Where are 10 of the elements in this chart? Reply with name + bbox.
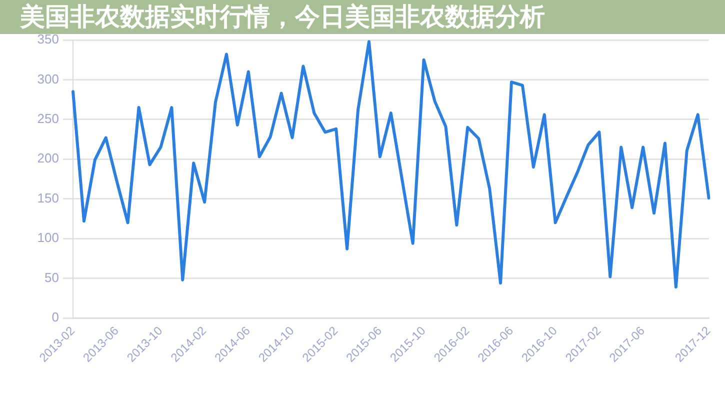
chart-title: 美国非农数据实时行情，今日美国非农数据分析 — [20, 2, 545, 32]
y-tick-label: 150 — [37, 190, 59, 206]
y-tick-label: 100 — [37, 230, 59, 246]
y-tick-label: 200 — [37, 150, 59, 166]
title-banner: 美国非农数据实时行情，今日美国非农数据分析 — [0, 0, 725, 34]
y-tick-label: 250 — [37, 111, 59, 126]
y-tick-label: 350 — [37, 32, 59, 47]
y-tick-label: 50 — [44, 270, 59, 285]
y-tick-label: 0 — [52, 310, 59, 325]
y-tick-label: 300 — [37, 71, 59, 86]
